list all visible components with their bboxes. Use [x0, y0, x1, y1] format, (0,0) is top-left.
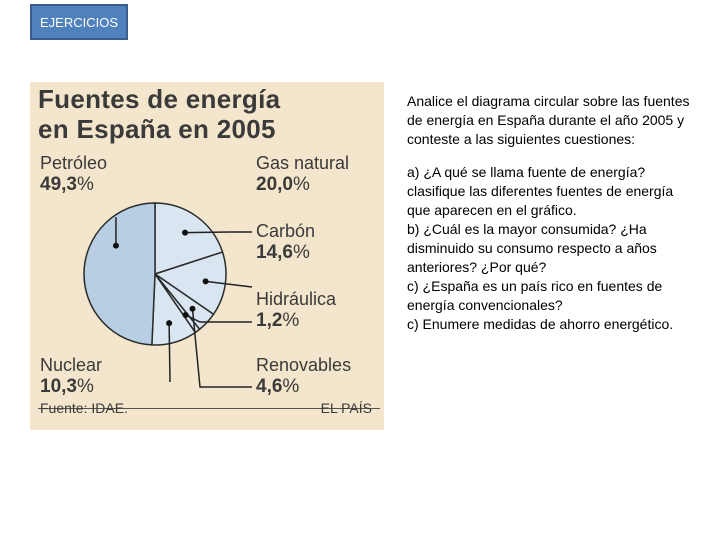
label-petroleo: Petróleo 49,3% — [40, 153, 108, 195]
label-hidraulica: Hidráulica 1,2% — [256, 289, 337, 331]
label-gas-natural: Gas natural 20,0% — [256, 153, 350, 195]
chart-title-line1: Fuentes de energía — [38, 84, 281, 114]
energy-pie-figure: Fuentes de energía en España en 2005 Pet… — [30, 82, 384, 430]
leader-line-1 — [185, 231, 252, 234]
pie-chart — [83, 202, 253, 388]
exercises-tab[interactable]: EJERCICIOS — [30, 4, 128, 40]
leader-line-4 — [191, 308, 252, 388]
exercise-text: Analice el diagrama circular sobre las f… — [407, 92, 692, 334]
question-d: c) Enumere medidas de ahorro energético. — [407, 316, 674, 332]
question-b: b) ¿Cuál es la mayor consumida? ¿Ha dism… — [407, 221, 657, 275]
label-renovables: Renovables 4,6% — [256, 355, 352, 397]
leader-dot-5 — [166, 320, 173, 327]
question-c-cont: energía convencionales? — [407, 297, 563, 313]
exercise-intro: Analice el diagrama circular sobre las f… — [407, 93, 690, 147]
chart-title: Fuentes de energía en España en 2005 — [38, 84, 280, 144]
chart-publisher: EL PAÍS — [320, 400, 372, 416]
leader-line-5 — [168, 323, 171, 383]
label-carbon: Carbón 14,6% — [256, 221, 316, 263]
pie-slice-petr-leo — [83, 202, 156, 346]
leader-dot-petroleo — [112, 242, 119, 249]
source-divider — [38, 408, 380, 409]
question-a: a) ¿A qué se llama fuente de energía? cl… — [407, 164, 674, 218]
chart-source: Fuente: IDAE. — [40, 400, 128, 416]
leader-line-2 — [205, 280, 253, 288]
question-c: c) ¿España es un país rico en fuentes de — [407, 278, 663, 294]
label-nuclear: Nuclear 10,3% — [40, 355, 103, 397]
leader-dot-4 — [189, 305, 196, 312]
leader-dot-1 — [182, 229, 189, 236]
leader-dot-2 — [202, 278, 209, 285]
leader-dot-3 — [182, 311, 189, 318]
chart-title-line2: en España en 2005 — [38, 114, 276, 144]
pie-slice-gas-natural — [154, 202, 224, 276]
exercises-tab-label: EJERCICIOS — [39, 14, 118, 30]
leader-line-3 — [185, 314, 252, 323]
